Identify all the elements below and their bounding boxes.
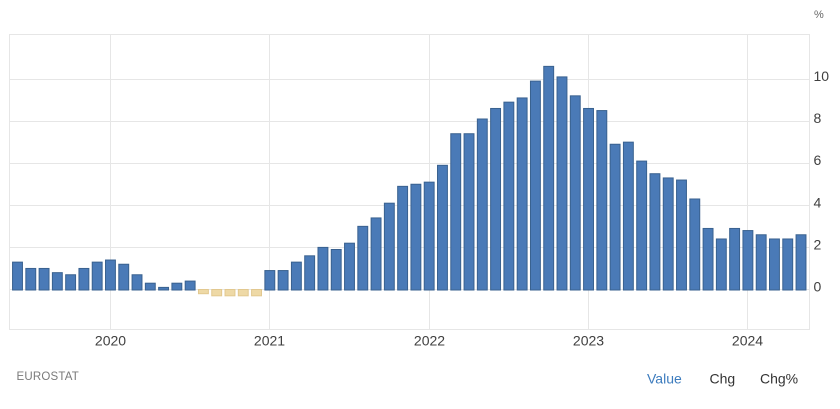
svg-text:2023: 2023 xyxy=(573,333,604,349)
svg-text:Value: Value xyxy=(647,371,682,387)
svg-text:2021: 2021 xyxy=(254,333,285,349)
svg-text:2: 2 xyxy=(814,236,822,252)
svg-text:4: 4 xyxy=(814,194,822,210)
svg-text:2020: 2020 xyxy=(95,333,126,349)
svg-text:2024: 2024 xyxy=(732,333,763,349)
svg-text:6: 6 xyxy=(814,152,822,168)
svg-text:%: % xyxy=(814,9,824,21)
svg-text:0: 0 xyxy=(814,279,822,295)
svg-text:2022: 2022 xyxy=(414,333,445,349)
svg-text:Chg%: Chg% xyxy=(760,371,798,387)
svg-text:8: 8 xyxy=(814,110,822,126)
svg-text:EUROSTAT: EUROSTAT xyxy=(17,371,80,383)
svg-text:Chg: Chg xyxy=(710,371,736,387)
svg-text:10: 10 xyxy=(814,68,830,84)
